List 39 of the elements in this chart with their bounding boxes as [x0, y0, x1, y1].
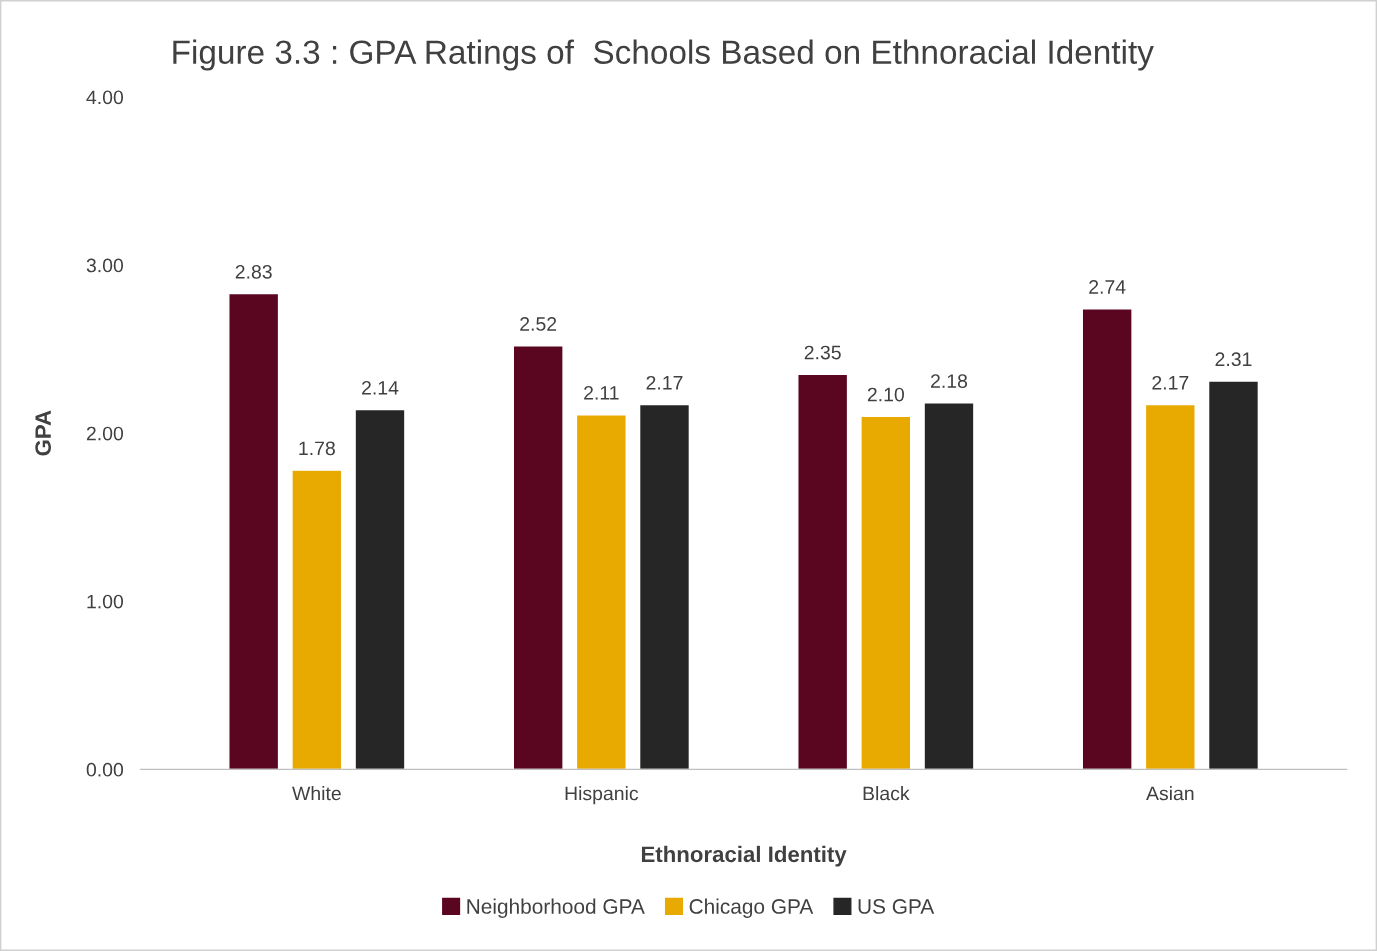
data-label: 2.11: [584, 385, 619, 400]
data-label: 2.31: [1215, 352, 1252, 367]
y-tick-label: 1.00: [87, 594, 124, 609]
data-label: 2.18: [931, 374, 968, 388]
y-axis-title: GPA: [35, 410, 51, 456]
bar: [354, 408, 406, 770]
bar: [797, 373, 849, 770]
bar: [1144, 403, 1196, 770]
bar: [575, 413, 627, 770]
bar: [512, 345, 564, 770]
data-label: 2.14: [362, 380, 399, 395]
bar: [291, 469, 343, 770]
legend-label: Chicago GPA: [689, 898, 814, 918]
y-tick-label: 0.00: [86, 762, 124, 777]
bar: [1081, 308, 1133, 770]
data-label: 2.52: [520, 317, 557, 331]
bar: [638, 403, 691, 770]
x-tick-label: Black: [863, 786, 910, 801]
data-label: 2.17: [1152, 375, 1189, 390]
y-tick-label: 4.00: [86, 90, 124, 105]
legend-label: US GPA: [858, 899, 935, 914]
bar: [923, 402, 975, 770]
x-tick-label: Hispanic: [565, 786, 639, 805]
x-tick-label: White: [292, 786, 341, 801]
data-label: 2.35: [804, 345, 841, 360]
data-label: 2.10: [867, 387, 904, 402]
y-tick-label: 3.00: [86, 258, 124, 273]
x-tick-label: Asian: [1146, 786, 1194, 801]
x-axis-title: Ethnoracial Identity: [641, 845, 847, 867]
bar: [1207, 380, 1260, 770]
data-label: 1.78: [299, 441, 335, 456]
data-label: 2.83: [235, 264, 272, 279]
bar: [860, 415, 912, 770]
data-label: 2.74: [1089, 280, 1126, 294]
y-tick-label: 2.00: [86, 426, 124, 441]
data-label: 2.17: [646, 375, 683, 390]
bar: [228, 292, 280, 770]
legend-label: Neighborhood GPA: [467, 898, 645, 918]
chart-title: Figure 3.3 : GPA Ratings of Schools Based on Ethnoracial Identity: [173, 39, 1154, 71]
